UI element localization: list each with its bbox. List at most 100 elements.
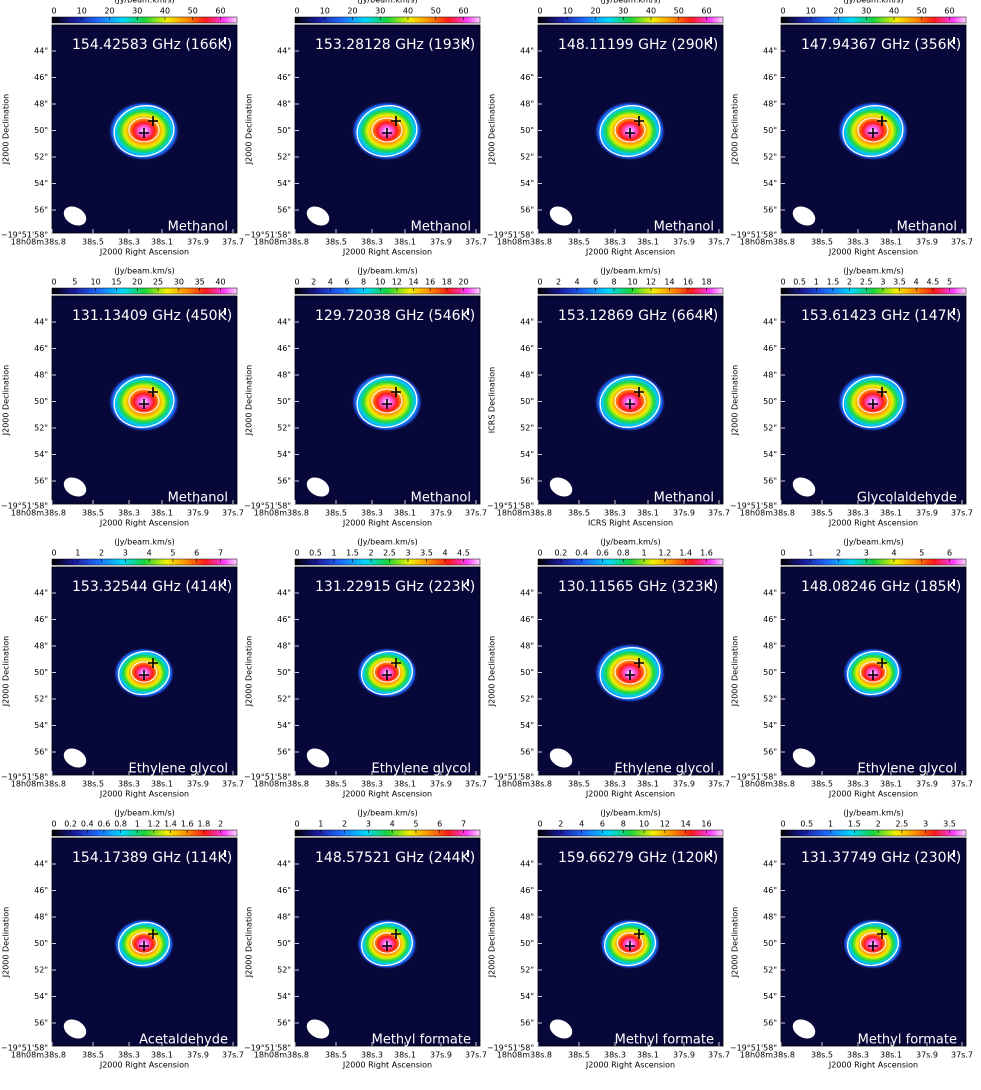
dec-tick-label: 56" <box>34 206 48 215</box>
colorbar-tick-label: 0 <box>537 820 542 829</box>
ra-tick-label: 37s.7 <box>951 509 973 518</box>
dec-tick-label: 46" <box>520 615 534 624</box>
frequency-label: 131.37749 GHz (230K) <box>801 850 961 866</box>
beam <box>792 477 816 497</box>
contour <box>614 659 646 685</box>
y-axis-label: J2000 Declination <box>245 94 254 165</box>
dec-tick-label: 48" <box>520 100 534 109</box>
colorbar-tick-label: 6 <box>600 820 605 829</box>
dec-tick-label: 56" <box>277 1019 291 1028</box>
ra-tick-label: 37s.9 <box>187 509 209 518</box>
dec-tick-label: 46" <box>763 615 777 624</box>
dec-tick-label: 46" <box>34 73 48 82</box>
scale-mark <box>224 579 226 586</box>
contour <box>599 105 661 157</box>
dec-tick-label: 50" <box>277 126 291 135</box>
molecule-label: Ethylene glycol <box>372 762 472 777</box>
ra-tick-label: 38s.1 <box>394 238 416 247</box>
contour <box>113 105 175 157</box>
ra-tick-label: 38s.3 <box>604 780 626 789</box>
frequency-label: 148.08246 GHz (185K) <box>801 579 961 595</box>
colorbar-tick-label: 1.6 <box>181 820 194 829</box>
x-axis-label: J2000 Right Ascension <box>342 790 432 799</box>
ra-tick-label: 37s.7 <box>708 238 730 247</box>
colorbar <box>51 558 238 566</box>
y-axis-label: J2000 Declination <box>2 907 11 978</box>
ra-tick-label: 37s.7 <box>222 780 244 789</box>
colorbar-tick-label: 15 <box>111 278 121 287</box>
frequency-label: 131.22915 GHz (223K) <box>315 579 475 595</box>
source-marker <box>868 670 878 680</box>
molecule-label: Ethylene glycol <box>615 762 715 777</box>
beam <box>306 206 330 226</box>
colorbar-tick-label: 0.2 <box>554 549 567 558</box>
colorbar-tick-label: 1.5 <box>827 278 840 287</box>
colorbar <box>294 287 481 295</box>
y-axis-label: J2000 Declination <box>2 365 11 436</box>
dec-tick-label: −19°51'58" <box>487 1044 534 1053</box>
colorbar-tick-label: 0 <box>51 820 56 829</box>
x-axis-label: J2000 Right Ascension <box>828 1061 918 1070</box>
frequency-label: 154.17389 GHz (114K) <box>72 850 232 866</box>
molecule-label: Methyl formate <box>615 1033 714 1048</box>
dec-tick-label: 54" <box>520 179 534 188</box>
colorbar-tick-label: 1 <box>135 820 140 829</box>
colorbar-tick-label: 0.5 <box>793 278 806 287</box>
ra-tick-label: 38s.1 <box>637 238 659 247</box>
y-axis-label: J2000 Declination <box>731 94 740 165</box>
colorbar-label: (Jy/beam.km/s) <box>600 538 661 547</box>
dec-tick-label: 44" <box>520 589 534 598</box>
ra-tick-label: 37s.9 <box>187 780 209 789</box>
dec-tick-label: 44" <box>34 860 48 869</box>
colorbar <box>780 16 967 24</box>
ra-tick-label: 18h08m38s.8 <box>254 780 309 789</box>
colorbar-tick-label: 3 <box>864 549 869 558</box>
molecule-label: Methyl formate <box>372 1033 471 1048</box>
contour <box>857 388 889 414</box>
colorbar-tick-label: 40 <box>215 278 225 287</box>
ra-tick-label: 18h08m38s.8 <box>11 509 66 518</box>
dec-tick-label: 44" <box>34 47 48 56</box>
colorbar-tick-label: 2.5 <box>896 820 909 829</box>
colorbar-tick-label: 3 <box>923 820 928 829</box>
source-marker <box>877 658 887 668</box>
y-axis-label: J2000 Declination <box>731 365 740 436</box>
ra-tick-label: 18h08m38s.8 <box>497 509 552 518</box>
ra-tick-label: 37s.9 <box>430 509 452 518</box>
ra-tick-label: 37s.9 <box>187 1051 209 1060</box>
frequency-label: 153.28128 GHz (193K) <box>315 37 475 53</box>
colorbar-tick-label: 18 <box>442 278 452 287</box>
colorbar-label: (Jy/beam.km/s) <box>600 267 661 276</box>
dec-tick-label: 44" <box>520 47 534 56</box>
ra-tick-label: 38s.1 <box>637 780 659 789</box>
colorbar-tick-label: 7 <box>461 820 466 829</box>
contour <box>361 650 413 696</box>
ra-tick-label: 37s.7 <box>951 1051 973 1060</box>
dec-tick-label: 50" <box>34 668 48 677</box>
colorbar-label: (Jy/beam.km/s) <box>114 0 175 5</box>
dec-tick-label: 44" <box>763 47 777 56</box>
dec-tick-label: 56" <box>763 206 777 215</box>
colorbar-tick-label: 1.2 <box>659 549 672 558</box>
dec-tick-label: 56" <box>763 477 777 486</box>
ra-tick-label: 38s.1 <box>151 509 173 518</box>
dec-tick-label: 48" <box>34 100 48 109</box>
contour <box>842 376 904 428</box>
panel: 148.08246 GHz (185K) Ethylene glycol (Jy/b… <box>730 538 973 799</box>
contour <box>371 388 403 414</box>
dec-tick-label: 50" <box>34 939 48 948</box>
colorbar-tick-label: 3.5 <box>943 820 956 829</box>
dec-tick-label: 48" <box>34 642 48 651</box>
ra-tick-label: 38s.1 <box>637 1051 659 1060</box>
colorbar-tick-label: 10 <box>806 7 816 16</box>
dec-tick-label: 48" <box>763 100 777 109</box>
x-axis-label: J2000 Right Ascension <box>585 1061 675 1070</box>
dec-tick-label: 52" <box>34 153 48 162</box>
ra-tick-label: 38s.5 <box>82 238 104 247</box>
colorbar-tick-label: 0 <box>294 549 299 558</box>
contour <box>118 921 170 967</box>
ra-tick-label: 38s.5 <box>568 238 590 247</box>
dec-tick-label: 46" <box>520 344 534 353</box>
source-marker <box>391 658 401 668</box>
y-axis-label: J2000 Declination <box>245 365 254 436</box>
